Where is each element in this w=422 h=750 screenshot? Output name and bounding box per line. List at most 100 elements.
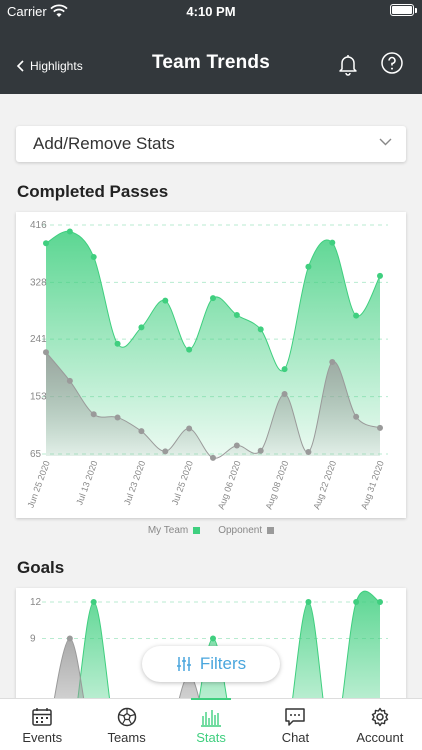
opponent-area	[46, 352, 380, 459]
chat-icon	[285, 708, 306, 726]
x-tick-label: Aug 06 2020	[216, 459, 243, 510]
my-team-point	[281, 366, 288, 373]
add-remove-stats-dropdown[interactable]: Add/Remove Stats	[16, 126, 406, 162]
x-tick-label: Jul 25 2020	[170, 459, 195, 506]
x-tick-label: Aug 22 2020	[311, 459, 338, 510]
my-team-point	[353, 312, 360, 319]
legend-my-team-label: My Team	[147, 525, 189, 536]
legend-my-team-swatch	[193, 527, 201, 534]
my-team-point	[43, 240, 49, 247]
y-tick-label: 241	[30, 334, 47, 345]
opponent-point	[186, 425, 193, 432]
battery-tip	[415, 8, 417, 13]
my-team-area	[46, 231, 380, 456]
my-team-point	[210, 635, 216, 642]
page-title: Team Trends	[152, 52, 270, 73]
legend-opponent-swatch	[267, 527, 275, 534]
opponent-point	[66, 377, 73, 384]
x-tick-label: Jul 23 2020	[122, 459, 147, 506]
opponent-point	[114, 414, 121, 421]
x-tick-label: Jun 25 2020	[26, 459, 52, 509]
goals-title: Goals	[17, 558, 65, 577]
wifi-icon	[50, 4, 68, 17]
my-team-point	[377, 599, 383, 605]
filters-label: Filters	[199, 654, 247, 673]
my-team-point	[162, 297, 169, 304]
opponent-point	[233, 442, 240, 449]
back-button[interactable]: Highlights	[16, 56, 83, 76]
y-tick-label: 328	[30, 277, 47, 288]
opponent-point	[43, 349, 49, 356]
y-tick-label: 65	[30, 449, 42, 460]
y-tick-label: 153	[30, 392, 47, 403]
y-tick-label: 12	[30, 597, 42, 608]
my-team-point	[233, 312, 240, 319]
back-label: Highlights	[30, 59, 83, 73]
opponent-point	[162, 448, 169, 455]
my-team-point	[210, 295, 216, 302]
tab-stats[interactable]: Stats	[169, 698, 253, 750]
my-team-point	[186, 346, 193, 353]
my-team-point	[114, 340, 121, 347]
goals-card: 12 9	[16, 588, 406, 750]
bell-icon[interactable]	[336, 52, 360, 76]
legend-opponent-label: Opponent	[218, 525, 263, 536]
opponent-point	[305, 449, 312, 456]
goals-chart: 12 9	[30, 590, 388, 750]
soccer-ball-icon	[117, 707, 136, 727]
my-team-point	[305, 263, 312, 270]
tab-teams-label: Teams	[107, 730, 146, 745]
chevron-down-icon	[379, 138, 392, 146]
my-team-point	[305, 599, 312, 605]
my-team-point	[377, 272, 383, 279]
completed-passes-title: Completed Passes	[17, 182, 169, 201]
tab-teams[interactable]: Teams	[84, 699, 168, 750]
y-tick-label: 416	[30, 220, 47, 231]
tab-events-label: Events	[22, 730, 63, 745]
opponent-point	[210, 454, 216, 461]
opponent-line	[45, 351, 381, 459]
my-team-point	[90, 599, 97, 605]
app-header: Carrier 4:10 PM Highlights Team Trends	[0, 0, 422, 94]
tab-account[interactable]: Account	[338, 699, 422, 750]
opponent-point	[257, 447, 264, 454]
status-bar: Carrier 4:10 PM	[0, 0, 422, 22]
tab-account-label: Account	[356, 730, 404, 745]
my-team-point	[90, 253, 97, 260]
completed-passes-card: 416 328 241 153 65 Jun 25 2020 Jul 13 2020 Jul …	[16, 212, 406, 518]
chevron-left-icon	[16, 60, 24, 72]
my-team-point	[257, 326, 264, 333]
sliders-icon	[176, 657, 191, 671]
opponent-point	[377, 424, 383, 431]
clock: 4:10 PM	[186, 4, 236, 19]
my-team-point	[329, 239, 336, 246]
bar-chart-icon	[201, 710, 222, 727]
my-team-point	[66, 228, 73, 235]
x-tick-label: Aug 31 2020	[359, 459, 386, 510]
opponent-point	[66, 635, 73, 642]
opponent-point	[281, 390, 288, 397]
filters-button[interactable]: Filters	[142, 646, 280, 682]
opponent-point	[329, 359, 336, 366]
my-team-point	[353, 599, 360, 605]
y-tick-label: 9	[30, 634, 36, 645]
x-tick-label: Jul 13 2020	[74, 459, 99, 506]
tab-stats-label: Stats	[196, 730, 226, 745]
x-tick-label: Aug 08 2020	[264, 459, 291, 510]
tab-bar: Events Teams Stats Chat Account	[0, 698, 422, 750]
tab-events[interactable]: Events	[0, 699, 84, 750]
tab-chat-label: Chat	[281, 730, 310, 745]
opponent-point	[353, 413, 360, 420]
opponent-point	[90, 411, 97, 418]
tab-chat[interactable]: Chat	[253, 699, 337, 750]
chart-legend: My Team Opponent	[0, 525, 422, 536]
help-icon[interactable]	[380, 51, 404, 75]
gear-icon	[371, 707, 389, 727]
calendar-icon	[32, 708, 52, 726]
battery-icon	[390, 4, 414, 16]
dropdown-label: Add/Remove Stats	[33, 134, 175, 153]
opponent-point	[138, 428, 145, 435]
my-team-point	[138, 324, 145, 331]
carrier-label: Carrier	[7, 4, 47, 19]
